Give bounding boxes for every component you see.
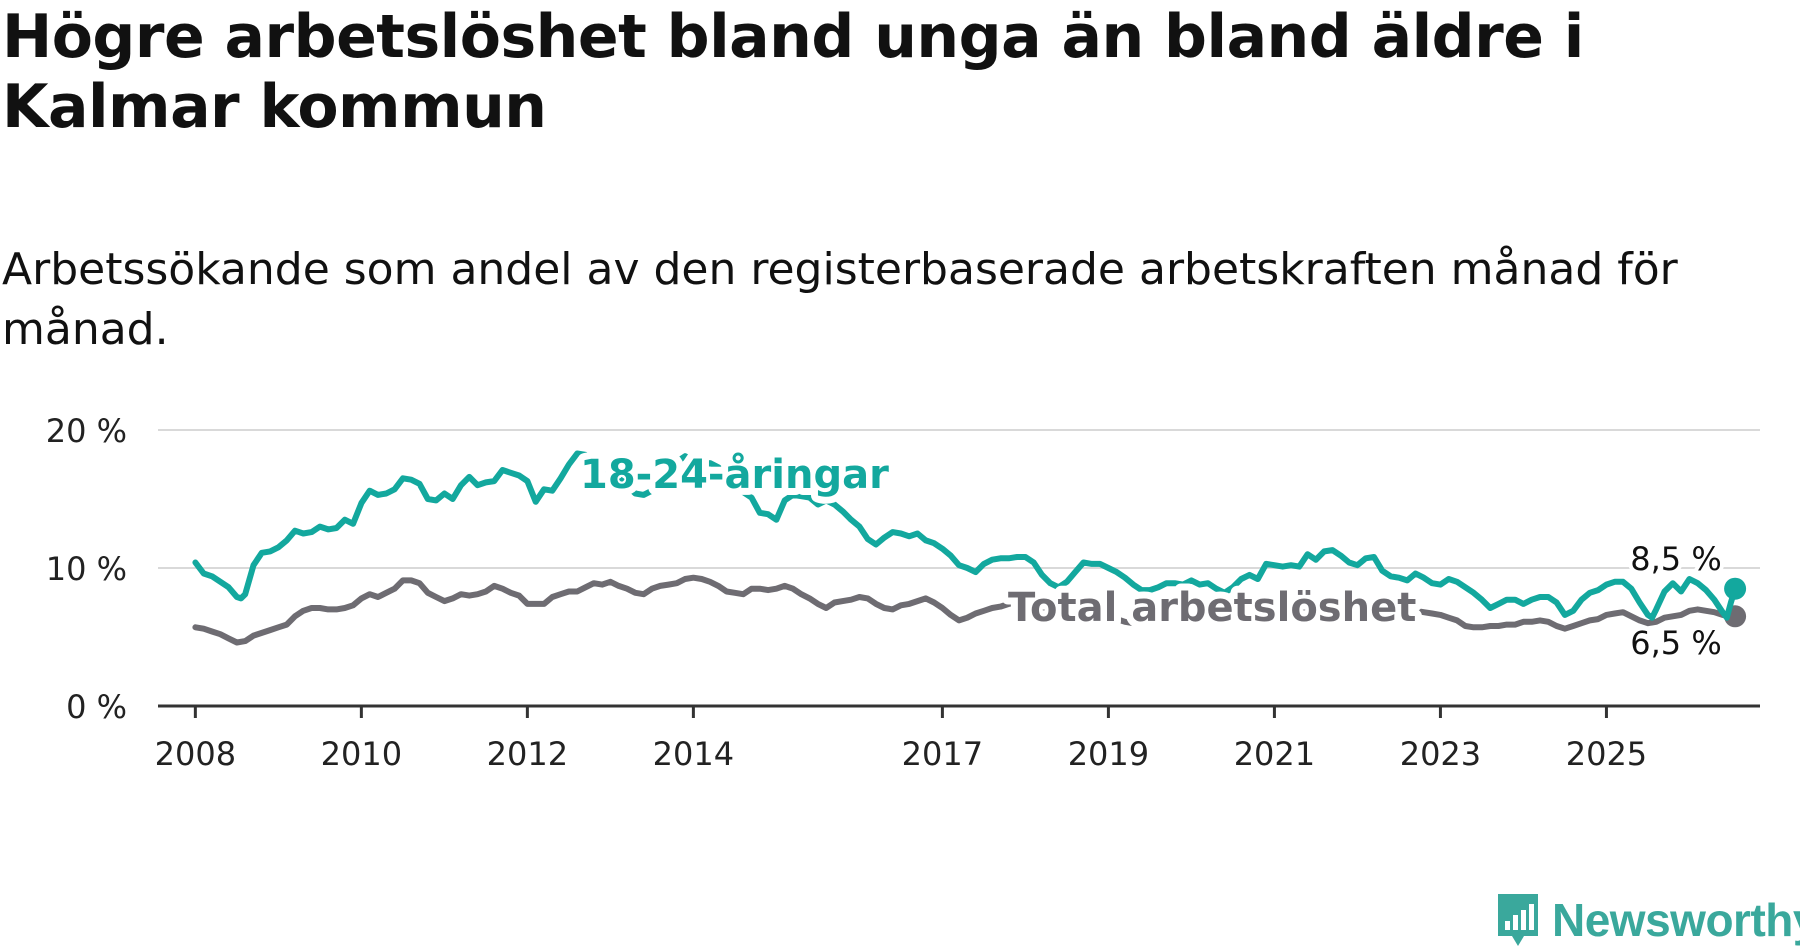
x-tick-label: 2025 — [1566, 735, 1647, 773]
series-line-total — [192, 574, 1739, 646]
y-tick-label: 0 % — [66, 688, 127, 726]
end-label-youth: 8,5 % — [1630, 540, 1721, 578]
x-tick-label: 2010 — [321, 735, 402, 773]
newsworthy-logo-icon — [1498, 894, 1538, 946]
end-label-total: 6,5 % — [1630, 624, 1721, 662]
axis-layer: 0 % 10 % 20 % 2008 2010 2012 2014 2017 2019 2021 2… — [46, 412, 1760, 773]
x-tick-label: 2008 — [155, 735, 236, 773]
page-subtitle: Arbetssökande som andel av den registerb… — [2, 244, 1678, 355]
series-label-total-halo: Total arbetslöshet — [1008, 585, 1416, 631]
series-label-youth-halo: 18-24-åringar — [580, 451, 889, 498]
series-label-youth: 18-24-åringar — [580, 451, 889, 498]
y-tick-label: 20 % — [46, 412, 127, 450]
series-layer — [192, 450, 1747, 646]
end-label-total-halo: 6,5 % — [1630, 624, 1721, 662]
end-label-youth-halo: 8,5 % — [1630, 540, 1721, 578]
x-tick-label: 2021 — [1234, 735, 1315, 773]
x-tick-label: 2023 — [1400, 735, 1481, 773]
brand-name: Newsworthy — [1552, 894, 1800, 946]
brand-logo[interactable]: Newsworthy — [1494, 888, 1800, 952]
x-tick-label: 2019 — [1068, 735, 1149, 773]
x-tick-label: 2017 — [902, 735, 983, 773]
y-tick-label: 10 % — [46, 550, 127, 588]
series-end-point-youth — [1724, 577, 1747, 600]
page-title: Högre arbetslöshet bland unga än bland ä… — [2, 2, 1584, 142]
x-tick-label: 2012 — [487, 735, 568, 773]
grid-layer — [158, 429, 1760, 569]
x-tick-label: 2014 — [653, 735, 734, 773]
series-label-total: Total arbetslöshet — [1008, 585, 1416, 631]
series-line-youth — [192, 450, 1739, 621]
